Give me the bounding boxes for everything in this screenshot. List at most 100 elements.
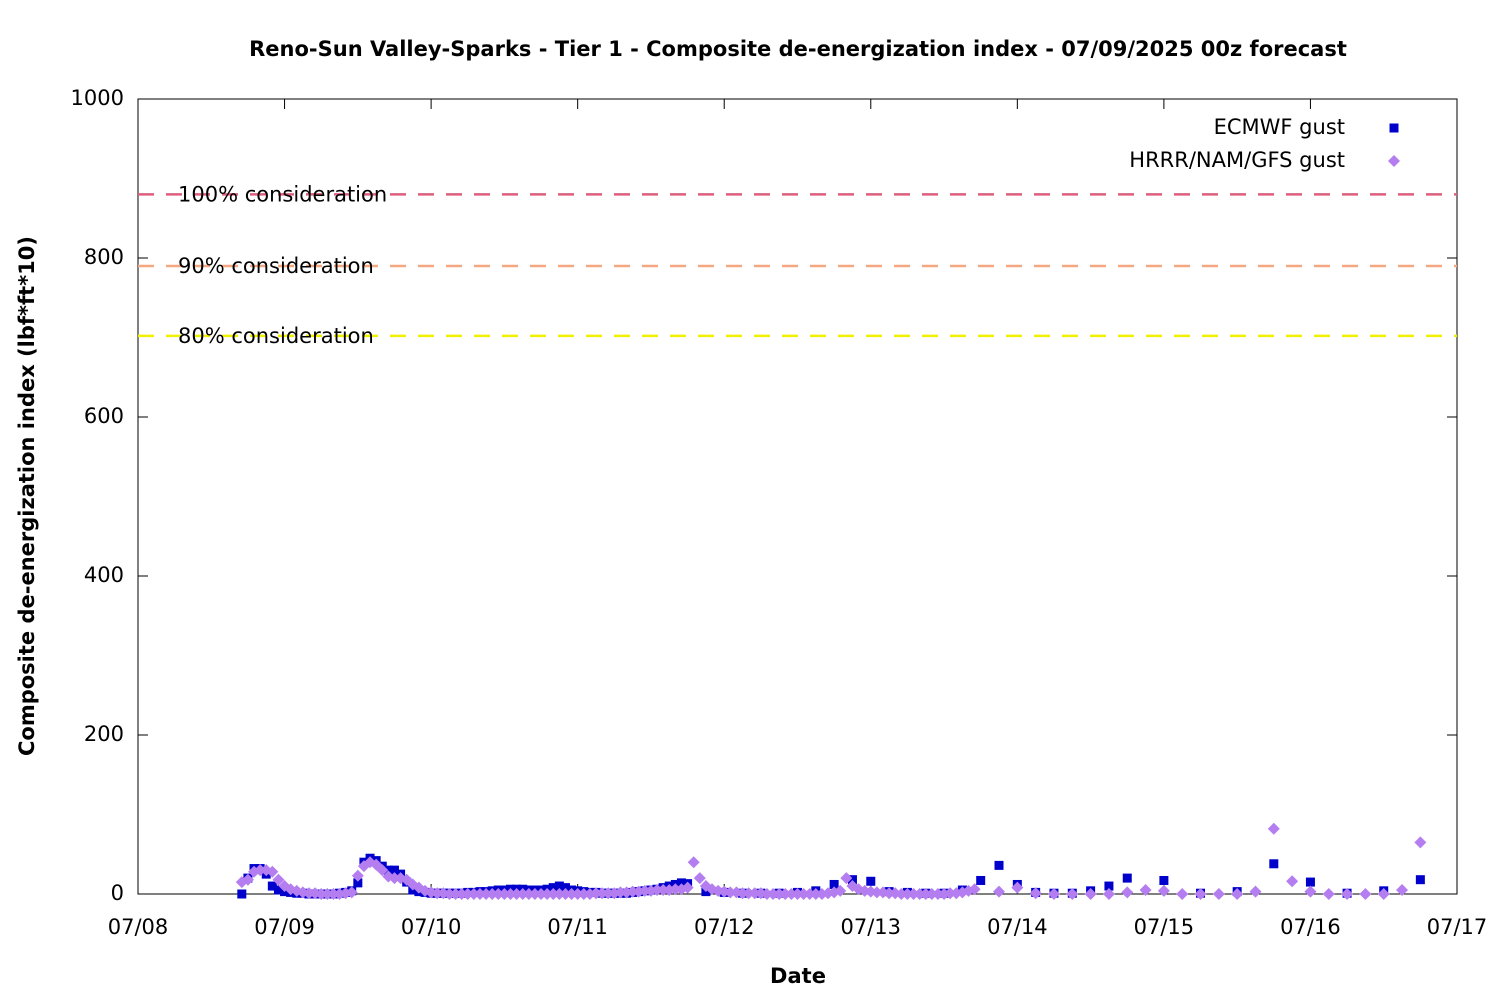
data-point: [596, 887, 609, 900]
data-point: [895, 888, 908, 900]
data-point: [779, 888, 792, 900]
data-point: [1029, 887, 1042, 900]
data-point: [559, 888, 572, 900]
data-point: [492, 888, 505, 900]
threshold-label: 100% consideration: [178, 182, 387, 206]
data-point: [687, 856, 700, 869]
data-point: [1322, 888, 1335, 900]
data-point: [669, 883, 682, 896]
data-point: [809, 888, 822, 900]
x-tick-label: 07/15: [1134, 915, 1195, 939]
legend-label: HRRR/NAM/GFS gust: [1129, 148, 1345, 172]
data-point: [315, 888, 328, 900]
data-point: [944, 887, 957, 900]
data-point: [602, 887, 615, 900]
data-point: [554, 881, 564, 891]
data-point: [383, 865, 393, 875]
data-point: [516, 888, 529, 900]
data-point: [1104, 881, 1114, 891]
data-point: [498, 888, 511, 900]
data-point: [870, 886, 883, 899]
data-point: [455, 888, 468, 900]
x-tick-label: 07/17: [1427, 915, 1488, 939]
data-point: [785, 888, 798, 900]
y-tick-label: 400: [84, 563, 124, 587]
data-point: [522, 888, 535, 900]
data-point: [1286, 875, 1299, 888]
data-point: [510, 888, 523, 900]
data-point: [1341, 888, 1354, 900]
data-point: [993, 885, 1006, 898]
data-point: [1176, 888, 1189, 900]
data-point: [913, 888, 926, 900]
data-point: [388, 872, 401, 885]
data-point: [431, 887, 444, 900]
threshold-label: 90% consideration: [178, 254, 374, 278]
data-point: [626, 885, 639, 898]
threshold-label: 80% consideration: [178, 324, 374, 348]
data-point: [1415, 875, 1425, 885]
data-point: [571, 888, 584, 900]
data-point: [1122, 873, 1132, 883]
legend-label: ECMWF gust: [1214, 115, 1345, 139]
data-point: [693, 872, 706, 885]
data-point: [353, 878, 363, 888]
data-point: [467, 888, 480, 900]
data-point: [976, 875, 986, 885]
data-point: [1047, 888, 1060, 900]
data-point: [389, 865, 399, 875]
data-point: [241, 873, 254, 886]
data-point: [273, 885, 283, 895]
data-point: [237, 889, 247, 899]
data-point: [443, 888, 456, 900]
data-point: [589, 887, 602, 900]
y-tick-label: 200: [84, 722, 124, 746]
data-point: [919, 888, 932, 900]
data-point: [461, 888, 474, 900]
data-point: [1139, 884, 1152, 897]
data-point: [1267, 822, 1280, 835]
data-point: [676, 878, 686, 888]
data-point: [829, 879, 839, 889]
data-point: [1231, 888, 1244, 900]
data-point: [486, 888, 499, 900]
data-point: [1359, 888, 1372, 900]
data-point: [791, 888, 804, 900]
data-point: [1305, 877, 1315, 887]
data-point: [480, 888, 493, 900]
data-point: [1121, 886, 1134, 899]
data-point: [651, 884, 664, 897]
data-point: [724, 886, 737, 899]
data-point: [1396, 884, 1409, 897]
data-point: [883, 887, 896, 900]
data-point: [803, 888, 816, 900]
chart-title: Reno-Sun Valley-Sparks - Tier 1 - Compos…: [249, 37, 1347, 61]
legend-marker: [1389, 123, 1399, 133]
data-point: [1269, 859, 1279, 869]
data-point: [565, 888, 578, 900]
data-point: [1011, 881, 1024, 894]
data-point: [760, 888, 773, 900]
data-point: [449, 888, 462, 900]
data-point: [925, 888, 938, 900]
data-point: [1194, 888, 1207, 900]
data-point: [528, 888, 541, 900]
data-point: [376, 864, 389, 877]
data-point: [907, 888, 920, 900]
data-point: [748, 887, 761, 900]
data-point: [302, 887, 315, 900]
data-point: [560, 883, 570, 893]
data-point: [614, 886, 627, 899]
data-point: [1212, 888, 1225, 900]
data-point: [266, 865, 279, 878]
x-tick-label: 07/10: [401, 915, 462, 939]
x-axis-label: Date: [770, 964, 826, 988]
data-point: [553, 888, 566, 900]
data-point: [1084, 888, 1097, 900]
data-point: [267, 881, 277, 891]
data-point: [504, 888, 517, 900]
legend-marker: [1388, 155, 1400, 167]
